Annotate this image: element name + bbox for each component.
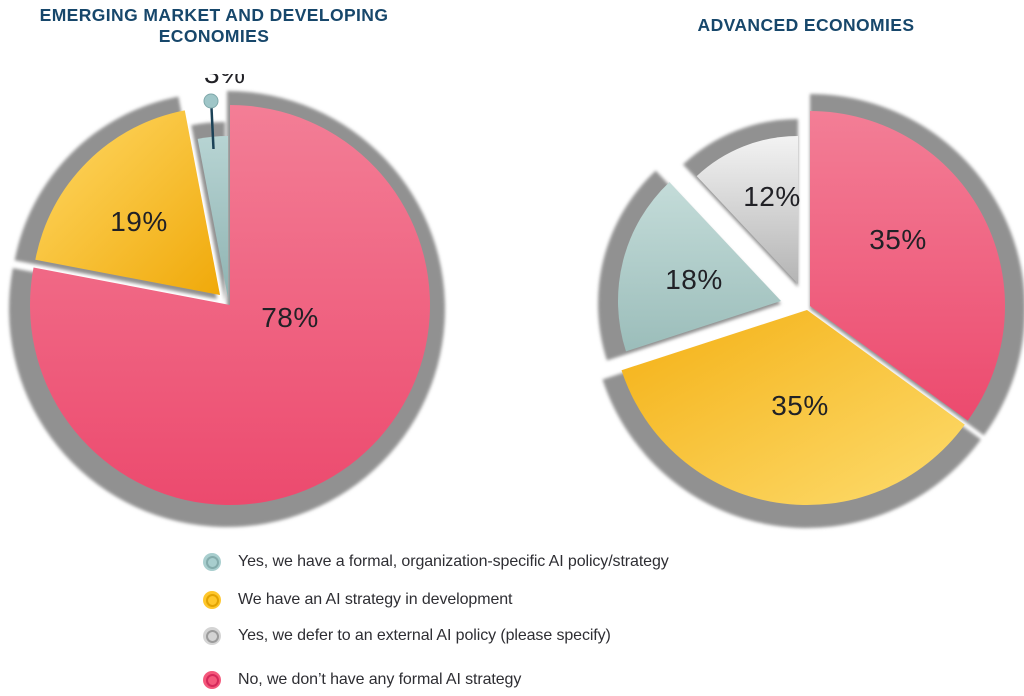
left-chart-title: EMERGING MARKET AND DEVELOPING ECONOMIES — [18, 5, 410, 47]
legend-item-label: We have an AI strategy in development — [238, 591, 513, 608]
slice-label-ae-gray: 12% — [743, 181, 801, 212]
legend-item-label: No, we don’t have any formal AI strategy — [238, 671, 522, 688]
slice-label-ae-pink: 35% — [869, 224, 927, 255]
slice-label-emde-teal: 3% — [204, 74, 245, 90]
slice-callout-label-clip: 3% — [196, 74, 256, 96]
legend-marker-ring — [205, 593, 219, 607]
callout-line — [210, 107, 215, 150]
pie-slice — [696, 136, 798, 284]
legend-marker-ring — [205, 555, 219, 569]
slice-label-emde-yellow: 19% — [110, 206, 168, 237]
pie-slice — [810, 110, 1006, 421]
legend-item-strategy-in-development: We have an AI strategy in development — [203, 589, 883, 611]
legend-marker-pink-icon — [203, 671, 221, 689]
right-chart-title: ADVANCED ECONOMIES — [600, 15, 1012, 36]
legend-marker-gray-icon — [203, 627, 221, 645]
pie-slice — [197, 136, 228, 298]
pie-slice — [618, 182, 781, 352]
left-chart-title-line2: ECONOMIES — [158, 26, 270, 46]
slice-label-ae-yellow: 35% — [771, 390, 829, 421]
pie-slice — [35, 110, 220, 295]
legend: Yes, we have a formal, organization-spec… — [203, 551, 883, 691]
legend-item-label: Yes, we have a formal, organization-spec… — [238, 553, 669, 570]
right-chart-title-line1: ADVANCED ECONOMIES — [697, 15, 915, 35]
legend-marker-ring — [205, 673, 219, 687]
legend-marker-teal-icon — [203, 553, 221, 571]
legend-marker-ring — [205, 629, 219, 643]
legend-marker-yellow-icon — [203, 591, 221, 609]
legend-item-label: Yes, we defer to an external AI policy (… — [238, 627, 611, 644]
pie-emerging-markets — [29, 105, 430, 505]
pie-slice — [621, 310, 965, 506]
legend-item-external-policy: Yes, we defer to an external AI policy (… — [203, 625, 883, 647]
left-chart-title-line1: EMERGING MARKET AND DEVELOPING — [39, 5, 389, 25]
callout-dot-icon — [203, 93, 219, 109]
pie-slice — [29, 105, 430, 505]
pie-advanced-economies — [618, 110, 1006, 506]
legend-item-no-strategy: No, we don’t have any formal AI strategy — [203, 669, 883, 691]
slice-label-ae-teal: 18% — [665, 264, 723, 295]
legend-item-formal-policy: Yes, we have a formal, organization-spec… — [203, 551, 883, 573]
slice-label-emde-pink: 78% — [261, 302, 319, 333]
